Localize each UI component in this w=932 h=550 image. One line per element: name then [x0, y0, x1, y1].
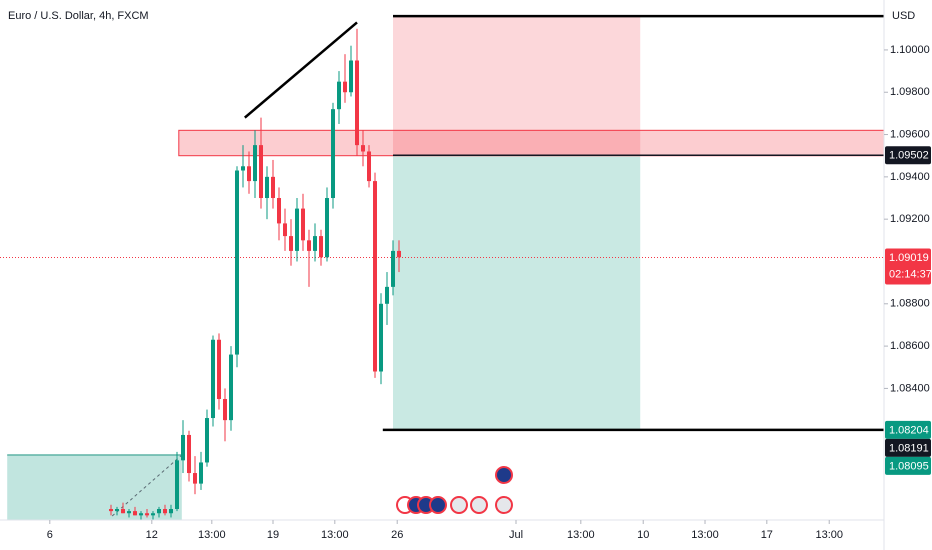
candle-body: [175, 460, 180, 509]
candle-body: [241, 166, 246, 171]
candles: [109, 28, 402, 520]
candle-body: [373, 181, 378, 372]
x-tick-label: 13:00: [815, 529, 843, 541]
price-badge-label: 1.08191: [889, 442, 929, 454]
event-icon: [495, 466, 513, 484]
candle-body: [181, 434, 186, 461]
candle-body: [283, 223, 288, 237]
chart-title: Euro / U.S. Dollar, 4h, FXCM: [8, 10, 149, 22]
price-badge: [885, 420, 931, 439]
price-badge: [885, 438, 931, 457]
candle-body: [325, 198, 330, 258]
candle-body: [391, 250, 396, 287]
candle-body: [217, 339, 222, 399]
range-box: [7, 455, 182, 520]
x-tick-label: 19: [267, 529, 279, 541]
y-tick-label: 1.09200: [890, 213, 930, 225]
candle-body: [331, 109, 336, 199]
candle-body: [397, 250, 402, 258]
price-badge: [885, 456, 931, 475]
x-tick-label: 13:00: [198, 529, 226, 541]
axes: 1.10000 1.09800 1.09600 1.09400 1.09200 1.088…: [47, 44, 932, 541]
candle-body: [379, 303, 384, 372]
candle-body: [289, 236, 294, 251]
price-badge-label: 1.09502: [889, 150, 929, 162]
currency-label: USD: [892, 10, 915, 22]
price-badge: [885, 248, 931, 285]
resistance-zone: [178, 129, 885, 157]
y-tick-label: 1.09400: [890, 171, 930, 183]
candle-body: [169, 508, 174, 514]
candle-body: [343, 81, 348, 93]
candle-body: [115, 508, 120, 512]
price-badge-label: 1.08204: [889, 424, 929, 436]
candle-body: [163, 508, 168, 514]
candle-body: [361, 145, 366, 152]
price-badge-label: 1.08095: [889, 460, 929, 472]
y-tick-label: 1.09600: [890, 128, 930, 140]
event-icon: [429, 496, 447, 514]
x-tick-label: 10: [637, 529, 649, 541]
countdown-label: 02:14:37: [889, 268, 932, 280]
candle-body: [139, 513, 144, 516]
stop-area: [393, 16, 641, 156]
x-tick-label: 13:00: [321, 529, 349, 541]
event-icon: [470, 496, 488, 514]
candle-body: [277, 198, 282, 224]
candle-body: [337, 81, 342, 110]
x-tick-label: 6: [47, 529, 53, 541]
event-icon: [495, 496, 513, 514]
price-badge-label: 1.09019: [889, 252, 929, 264]
candle-body: [247, 166, 252, 182]
target-area: [393, 155, 641, 430]
event-icons: [396, 466, 513, 514]
x-tick-label: 13:00: [567, 529, 595, 541]
candle-body: [211, 339, 216, 419]
x-tick-label: 26: [391, 529, 403, 541]
candle-body: [355, 60, 360, 146]
candle-body: [205, 418, 210, 463]
candle-body: [307, 240, 312, 251]
y-tick-label: 1.10000: [890, 44, 930, 56]
candle-body: [127, 511, 132, 514]
candle-body: [109, 508, 114, 512]
x-tick-label: 13:00: [691, 529, 719, 541]
candle-body: [313, 236, 318, 251]
y-tick-label: 1.08400: [890, 382, 930, 394]
trend-line: [243, 21, 358, 119]
candle-body: [121, 508, 126, 514]
x-tick-label: 17: [761, 529, 773, 541]
candle-body: [295, 208, 300, 251]
candle-body: [223, 398, 228, 421]
candle-body: [235, 170, 240, 355]
candle-body: [301, 208, 306, 241]
candle-body: [229, 354, 234, 421]
candle-body: [385, 286, 390, 304]
y-tick-label: 1.09800: [890, 86, 930, 98]
candle-body: [133, 511, 138, 516]
candle-body: [151, 513, 156, 516]
candle-body: [157, 508, 162, 514]
candle-body: [319, 236, 324, 258]
event-icon: [450, 496, 468, 514]
candle-body: [349, 60, 354, 93]
drawings: [0, 14, 885, 520]
x-tick-label: Jul: [509, 529, 523, 541]
candle-body: [187, 434, 192, 474]
y-tick-label: 1.08600: [890, 340, 930, 352]
candle-body: [253, 145, 258, 182]
candle-body: [259, 145, 264, 199]
candle-body: [193, 473, 198, 484]
y-tick-label: 1.08800: [890, 298, 930, 310]
candle-body: [265, 176, 270, 199]
price-badge: [885, 146, 931, 165]
candle-body: [145, 513, 150, 516]
candle-body: [199, 462, 204, 484]
candle-body: [271, 176, 276, 199]
candle-body: [367, 151, 372, 182]
x-tick-label: 12: [146, 529, 158, 541]
